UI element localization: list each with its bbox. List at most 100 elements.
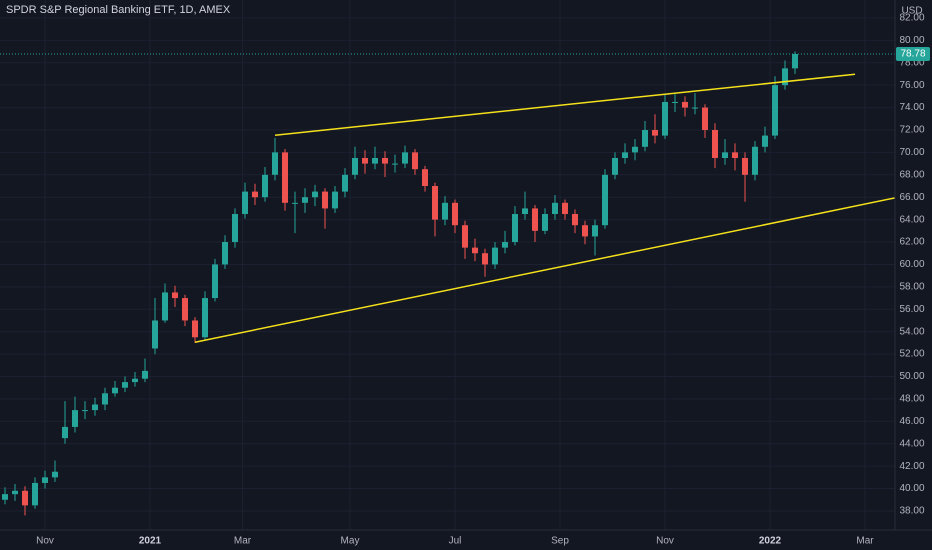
candle-body <box>202 298 208 338</box>
candle-body <box>402 152 408 164</box>
candle-body <box>262 174 268 198</box>
currency-label: USD <box>901 6 922 17</box>
candle-body <box>672 101 678 103</box>
candle-body <box>312 191 318 198</box>
y-tick-label: 64.00 <box>899 214 924 225</box>
candle-body <box>192 320 198 338</box>
candle-body <box>112 387 118 394</box>
candle-body <box>302 197 308 203</box>
candle-body <box>582 225 588 237</box>
candle-body <box>142 370 148 379</box>
candle-body <box>572 214 578 226</box>
candle-body <box>532 208 538 231</box>
x-tick-label: 2021 <box>139 536 162 547</box>
candle-body <box>2 494 8 500</box>
y-tick-label: 68.00 <box>899 169 924 180</box>
x-tick-label: Sep <box>551 536 569 547</box>
candle-body <box>792 54 798 69</box>
candle-body <box>492 247 498 265</box>
y-tick-label: 44.00 <box>899 438 924 449</box>
y-tick-label: 76.00 <box>899 80 924 91</box>
y-tick-label: 80.00 <box>899 35 924 46</box>
y-tick-label: 70.00 <box>899 147 924 158</box>
candle-body <box>152 320 158 349</box>
candle-body <box>522 208 528 215</box>
y-tick-label: 52.00 <box>899 349 924 360</box>
candle-body <box>372 157 378 164</box>
candle-body <box>382 157 388 164</box>
candle-body <box>102 393 108 405</box>
candle-body <box>332 191 338 209</box>
candle-body <box>242 191 248 215</box>
candle-body <box>92 404 98 411</box>
candle-body <box>592 225 598 237</box>
candle-body <box>772 85 778 136</box>
candle-body <box>542 214 548 231</box>
candle-body <box>82 410 88 412</box>
y-tick-label: 54.00 <box>899 326 924 337</box>
y-tick-label: 60.00 <box>899 259 924 270</box>
x-tick-label: Jul <box>449 536 462 547</box>
trendline <box>274 73 856 136</box>
candle-body <box>172 292 178 299</box>
candle-body <box>62 426 68 439</box>
x-tick-label: 2022 <box>759 536 782 547</box>
candle-body <box>552 202 558 215</box>
candle-body <box>432 186 438 220</box>
candle-body <box>562 202 568 215</box>
axes: 38.00 40.00 42.00 44.00 46.00 48.00 50.00 52.00… <box>36 13 930 547</box>
candle-body <box>52 471 58 478</box>
candle-body <box>702 107 708 130</box>
chart-title: SPDR S&P Regional Banking ETF, 1D, AMEX <box>6 4 231 16</box>
candle-body <box>132 378 138 383</box>
x-tick-label: Mar <box>234 536 252 547</box>
candle-body <box>512 214 518 243</box>
candle-body <box>362 157 368 164</box>
candle-body <box>182 298 188 321</box>
candle-body <box>352 157 358 175</box>
candle-body <box>642 129 648 147</box>
x-tick-label: Mar <box>856 536 874 547</box>
candle-body <box>162 292 168 321</box>
y-tick-label: 50.00 <box>899 371 924 382</box>
trendline <box>194 197 896 343</box>
y-tick-label: 62.00 <box>899 237 924 248</box>
candle-body <box>602 174 608 226</box>
candle-body <box>682 101 688 108</box>
candle-body <box>462 225 468 248</box>
y-tick-label: 46.00 <box>899 416 924 427</box>
last-price-box <box>896 47 930 62</box>
y-tick-label: 56.00 <box>899 304 924 315</box>
candle-body <box>482 253 488 265</box>
candle-body <box>722 152 728 158</box>
candle-body <box>782 68 788 86</box>
candle-body <box>322 191 328 209</box>
candle-body <box>252 191 258 198</box>
candle-body <box>692 107 698 109</box>
y-tick-label: 72.00 <box>899 125 924 136</box>
last-price-label: 78.78 <box>900 49 925 60</box>
candle-body <box>392 163 398 165</box>
candle-body <box>22 490 28 506</box>
x-tick-label: May <box>341 536 360 547</box>
candle-body <box>752 146 758 175</box>
candle-body <box>442 202 448 220</box>
y-tick-label: 48.00 <box>899 394 924 405</box>
candle-body <box>292 202 298 204</box>
candle-body <box>502 242 508 248</box>
x-tick-label: Nov <box>36 536 54 547</box>
candle-body <box>632 146 638 153</box>
candle-body <box>32 482 38 506</box>
y-tick-label: 58.00 <box>899 281 924 292</box>
x-tick-label: Nov <box>656 536 674 547</box>
candle-body <box>42 477 48 483</box>
candle-body <box>342 174 348 192</box>
candle-body <box>662 101 668 136</box>
candle-body <box>12 490 18 495</box>
candle-body <box>122 382 128 388</box>
y-tick-label: 40.00 <box>899 483 924 494</box>
candle-body <box>72 410 78 427</box>
candle-body <box>232 214 238 243</box>
